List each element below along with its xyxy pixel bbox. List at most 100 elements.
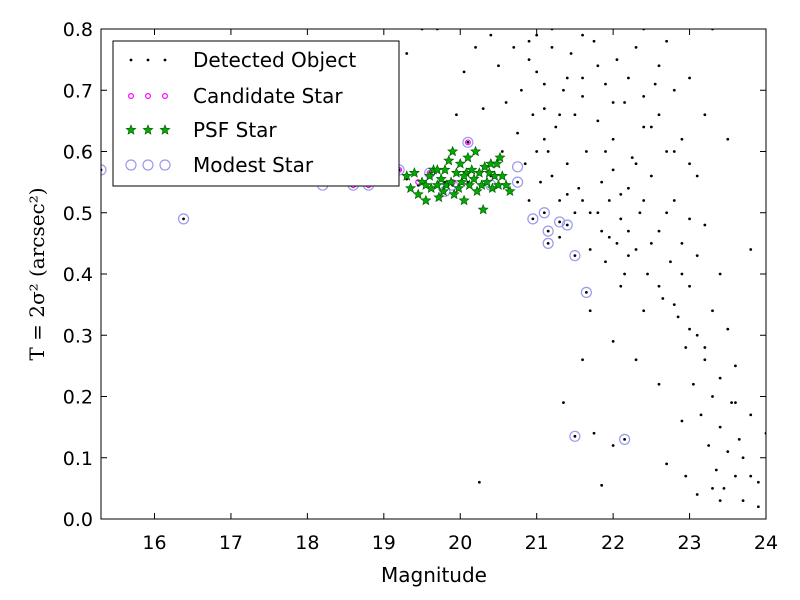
detected-object-point <box>711 309 714 313</box>
detected-object-point <box>730 401 734 405</box>
psf-star-point <box>448 188 460 200</box>
psf-star-point <box>412 188 424 200</box>
detected-object-point <box>672 88 676 92</box>
detected-object-point <box>749 474 753 478</box>
detected-object-point <box>623 272 626 276</box>
detected-object-point <box>669 260 672 264</box>
detected-object-point <box>573 211 577 215</box>
detected-object-point <box>558 235 562 239</box>
y-tick-label: 0.8 <box>63 19 93 41</box>
detected-object-point <box>581 358 584 362</box>
detected-object-point <box>520 88 523 92</box>
detected-object-point <box>634 248 638 251</box>
psf-star-point <box>405 182 417 193</box>
detected-object-point <box>688 217 691 221</box>
psf-star-point <box>504 185 516 197</box>
detected-object-point <box>665 150 669 153</box>
detected-object-point <box>718 499 722 503</box>
y-tick-label: 0.3 <box>63 325 93 347</box>
detected-object-point <box>737 437 741 441</box>
legend-label: Candidate Star <box>193 84 343 108</box>
detected-object-point <box>539 180 542 184</box>
detected-object-point <box>477 480 481 484</box>
legend-marker-candidate-star <box>162 92 169 99</box>
detected-object-point <box>623 101 626 104</box>
detected-object-point <box>642 309 646 313</box>
detected-object-point <box>646 272 649 276</box>
psf-star-point <box>491 157 503 169</box>
x-tick-label: 18 <box>295 532 319 554</box>
detected-object-point <box>497 64 500 68</box>
psf-star-point <box>447 145 459 157</box>
legend-marker-psf-star <box>125 124 137 135</box>
detected-object-point <box>581 33 584 37</box>
y-tick-label: 0.5 <box>63 203 93 225</box>
detected-object-point <box>741 499 745 503</box>
detected-object-point <box>554 125 558 129</box>
legend-marker-detected-object <box>163 58 167 62</box>
psf-star-point <box>453 182 465 193</box>
detected-object-point <box>684 346 688 349</box>
detected-object-point <box>680 137 684 141</box>
y-tick-label: 0.7 <box>63 80 93 102</box>
detected-object-point <box>695 493 699 496</box>
detected-object-point <box>623 437 626 441</box>
detected-object-point <box>707 444 711 447</box>
detected-object-point <box>703 358 707 362</box>
detected-object-point <box>542 211 546 215</box>
psf-star-point <box>420 179 432 190</box>
detected-object-point <box>665 39 669 43</box>
detected-object-point <box>604 82 607 86</box>
detected-object-point <box>611 137 615 141</box>
legend-label: Modest Star <box>193 153 314 177</box>
detected-object-point <box>657 382 661 386</box>
detected-object-point <box>573 254 577 258</box>
detected-object-point <box>558 113 562 117</box>
detected-object-point <box>527 58 531 62</box>
y-tick-label: 0.4 <box>63 264 93 286</box>
detected-object-point <box>600 229 604 233</box>
legend-label: Detected Object <box>193 48 356 72</box>
psf-star-point <box>477 203 489 215</box>
detected-object-point <box>665 462 669 466</box>
detected-object-point <box>619 284 623 288</box>
detected-object-point <box>182 217 185 221</box>
detected-object-point <box>688 162 691 166</box>
detected-object-point <box>466 140 470 144</box>
detected-object-point <box>611 168 615 172</box>
detected-object-point <box>661 297 665 300</box>
y-tick-label: 0.6 <box>63 142 93 164</box>
psf-star-point <box>431 164 443 175</box>
modest-star-point <box>569 250 581 262</box>
detected-object-point <box>665 211 669 215</box>
modest-star-point <box>511 176 524 188</box>
detected-object-point <box>604 150 607 153</box>
legend-marker-detected-object <box>129 58 133 62</box>
detected-object-point <box>596 211 600 215</box>
detected-object-point <box>657 113 661 117</box>
psf-star-point <box>443 154 455 166</box>
detected-object-point <box>741 456 745 460</box>
modest-star-point <box>542 237 554 249</box>
detected-object-point <box>672 303 676 307</box>
detected-object-point <box>596 119 600 123</box>
detected-object-point <box>607 235 611 239</box>
detected-object-point <box>749 413 753 417</box>
legend-marker-psf-star <box>142 124 154 135</box>
detected-object-point <box>611 444 615 447</box>
psf-star-point <box>458 170 470 181</box>
detected-object-point <box>672 150 676 153</box>
detected-object-point <box>695 254 699 258</box>
detected-object-point <box>699 413 703 417</box>
detected-object-point <box>462 70 466 74</box>
detected-object-point <box>474 45 477 49</box>
detected-object-point <box>581 94 584 98</box>
detected-object-point <box>405 52 409 55</box>
detected-object-point <box>455 113 458 117</box>
detected-object-point <box>531 113 535 117</box>
detected-object-point <box>592 431 596 435</box>
modest-star-point <box>527 213 539 225</box>
detected-object-point <box>565 223 569 227</box>
detected-object-point <box>577 186 581 190</box>
detected-object-point <box>550 45 554 49</box>
